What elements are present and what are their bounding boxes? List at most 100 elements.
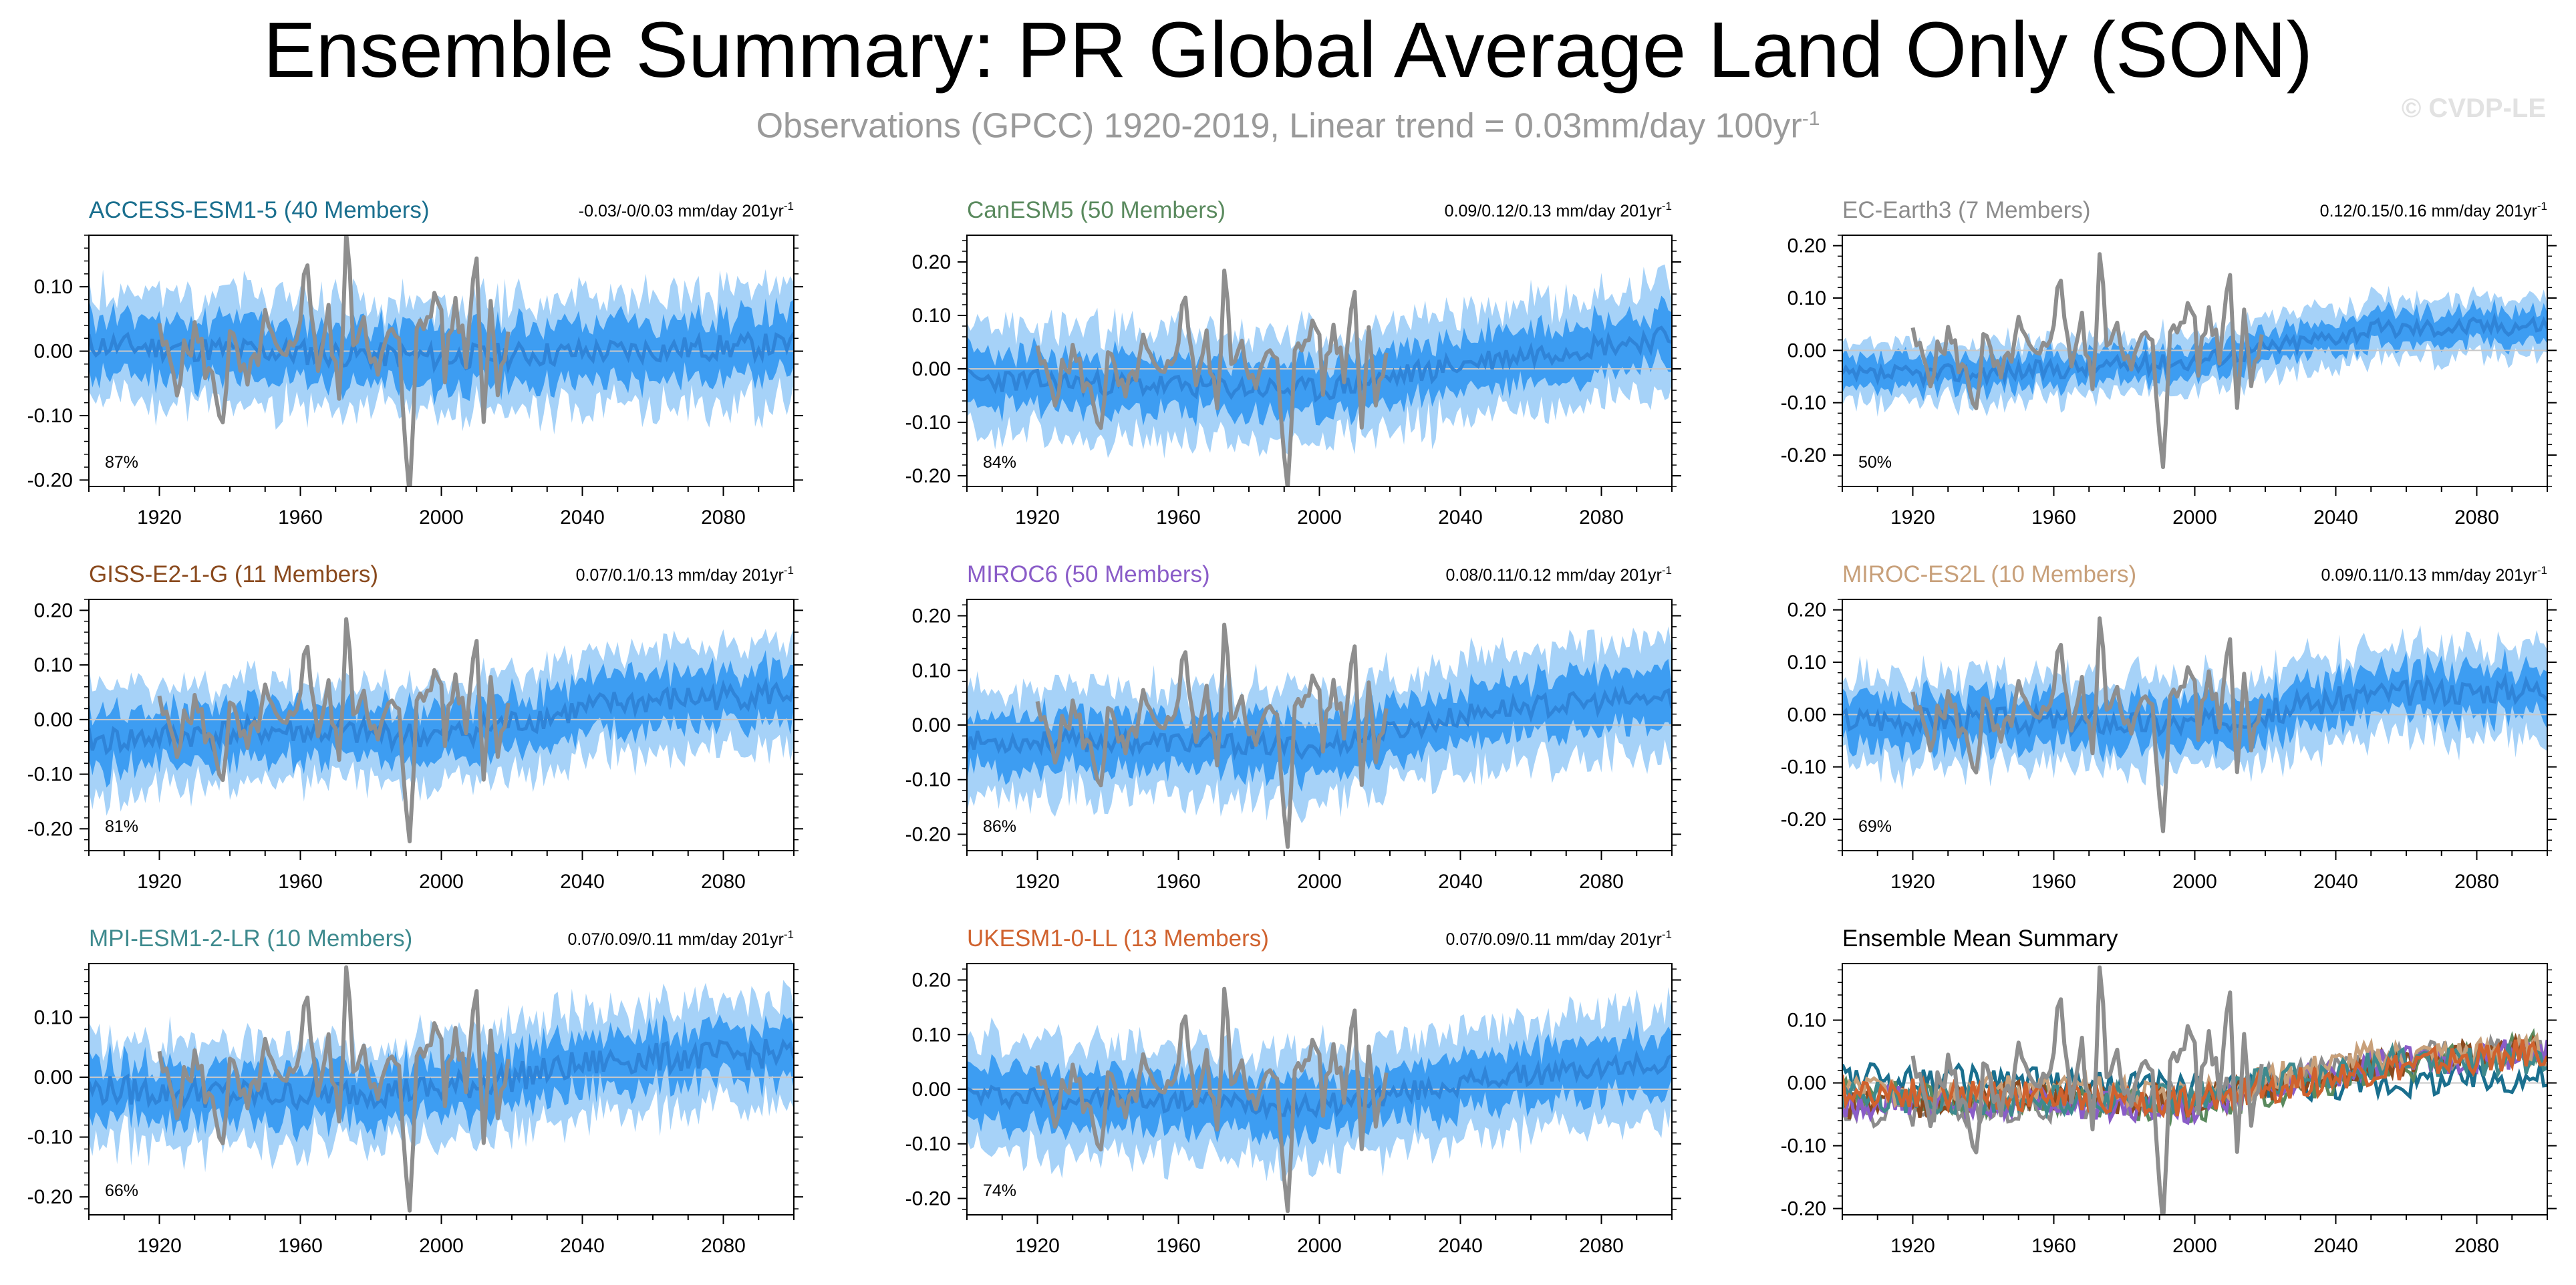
x-tick-label: 2080 xyxy=(701,1235,746,1257)
panel-giss-e2-1-g: -0.20 -0.10 0.00 0.10 0.20 1920 1960 2000 2040 20… xyxy=(27,561,803,893)
x-tick-label: 1960 xyxy=(278,507,323,529)
y-tick-label: -0.20 xyxy=(905,465,951,487)
panel-plot-area xyxy=(967,622,1672,849)
panel-plot-area xyxy=(1842,252,2547,469)
observations-line xyxy=(1035,268,1389,486)
x-tick-label: 1920 xyxy=(1015,507,1060,529)
panel-miroc-es2l: -0.20 -0.10 0.00 0.10 0.20 1920 1960 2000 2040 20… xyxy=(1781,561,2557,893)
panel-ensemble-mean-summary: -0.20 -0.10 0.00 0.10 1920 1960 2000 2040 2080 En… xyxy=(1781,925,2557,1257)
y-tick-label: -0.10 xyxy=(1781,756,1826,778)
x-tick-label: 2080 xyxy=(2454,871,2499,893)
y-tick-label: 0.20 xyxy=(912,251,951,273)
x-tick-label: 1920 xyxy=(1890,1235,1935,1257)
panel-trend: 0.12/0.15/0.16 mm/day 201yr-1 xyxy=(2320,200,2547,221)
x-tick-label: 2000 xyxy=(1297,1235,1342,1257)
x-tick-label: 1920 xyxy=(1890,871,1935,893)
panel-trend: 0.07/0.09/0.11 mm/day 201yr-1 xyxy=(568,928,794,949)
panel-trend: 0.07/0.09/0.11 mm/day 201yr-1 xyxy=(1446,928,1672,949)
x-tick-label: 2080 xyxy=(2454,507,2499,529)
panel-trend-exponent: -1 xyxy=(1662,200,1672,212)
x-tick-label: 2040 xyxy=(560,871,605,893)
panel-plot-area xyxy=(89,235,794,486)
panel-plot-area xyxy=(89,965,794,1213)
panel-trend-exponent: -1 xyxy=(2537,200,2547,212)
y-tick-label: -0.10 xyxy=(1781,1135,1826,1157)
y-tick-label: 0.10 xyxy=(34,276,73,298)
y-tick-label: -0.20 xyxy=(1781,444,1826,466)
panel-title: MIROC6 (50 Members) xyxy=(967,561,1210,587)
panel-trend: -0.03/-0/0.03 mm/day 201yr-1 xyxy=(579,200,794,221)
x-tick-label: 2080 xyxy=(701,871,746,893)
observations-line xyxy=(157,617,511,844)
panel-title: MPI-ESM1-2-LR (10 Members) xyxy=(89,925,412,952)
x-tick-label: 2080 xyxy=(701,507,746,529)
y-tick-label: 0.10 xyxy=(1787,652,1826,674)
x-tick-label: 1920 xyxy=(1015,871,1060,893)
panel-trend-exponent: -1 xyxy=(1662,928,1672,941)
panel-trend: 0.08/0.11/0.12 mm/day 201yr-1 xyxy=(1446,564,1672,585)
y-tick-label: 0.20 xyxy=(34,599,73,621)
y-tick-label: 0.00 xyxy=(34,1066,73,1089)
y-tick-label: 0.10 xyxy=(34,1007,73,1029)
panel-trend-exponent: -1 xyxy=(784,928,794,941)
x-tick-label: 1920 xyxy=(137,871,182,893)
y-tick-label: -0.10 xyxy=(905,412,951,434)
x-tick-label: 2040 xyxy=(560,1235,605,1257)
x-tick-label: 2000 xyxy=(2172,507,2217,529)
y-tick-label: 0.00 xyxy=(912,1079,951,1101)
x-tick-label: 2080 xyxy=(1579,871,1624,893)
figure-subtitle: Observations (GPCC) 1920-2019, Linear tr… xyxy=(0,99,2576,146)
x-tick-label: 1960 xyxy=(1156,1235,1201,1257)
panel-percent: 81% xyxy=(105,817,138,836)
panel-percent: 87% xyxy=(105,453,138,472)
y-tick-label: 0.00 xyxy=(1787,1073,1826,1095)
panel-plot-area xyxy=(89,617,794,844)
y-tick-label: -0.20 xyxy=(27,818,73,840)
panel-percent: 66% xyxy=(105,1181,138,1200)
ensemble-mean-line-ukesm1-0-ll xyxy=(1842,1039,2547,1119)
y-tick-label: 0.10 xyxy=(912,660,951,682)
x-tick-label: 2040 xyxy=(2313,871,2358,893)
ensemble-mean-line xyxy=(1842,312,2547,389)
panel-title: ACCESS-ESM1-5 (40 Members) xyxy=(89,197,430,223)
y-tick-label: 0.10 xyxy=(34,654,73,676)
x-tick-label: 1920 xyxy=(1015,1235,1060,1257)
x-tick-label: 2000 xyxy=(419,871,464,893)
x-tick-label: 2000 xyxy=(1297,507,1342,529)
panel-title: EC-Earth3 (7 Members) xyxy=(1842,197,2090,223)
observations-line xyxy=(1910,965,2264,1215)
x-tick-label: 2080 xyxy=(1579,507,1624,529)
x-tick-label: 1960 xyxy=(1156,507,1201,529)
panel-trend-exponent: -1 xyxy=(784,564,794,577)
observations-line xyxy=(1035,986,1389,1213)
panel-ec-earth3: -0.20 -0.10 0.00 0.10 0.20 1920 1960 2000 2040 20… xyxy=(1781,197,2557,529)
x-tick-label: 1920 xyxy=(137,1235,182,1257)
panel-percent: 50% xyxy=(1858,453,1892,472)
panel-mpi-esm1-2-lr: -0.20 -0.10 0.00 0.10 1920 1960 2000 2040 2080 MP… xyxy=(27,925,803,1257)
y-tick-label: 0.00 xyxy=(912,358,951,380)
ensemble-mean-line xyxy=(1842,672,2547,738)
panel-trend: 0.09/0.11/0.13 mm/day 201yr-1 xyxy=(2321,564,2547,585)
panel-trend: 0.09/0.12/0.13 mm/day 201yr-1 xyxy=(1445,200,1672,221)
observations-line xyxy=(1910,616,2264,833)
panel-percent: 86% xyxy=(983,817,1016,836)
x-tick-label: 2080 xyxy=(1579,1235,1624,1257)
x-tick-label: 2040 xyxy=(1438,871,1483,893)
y-tick-label: 0.00 xyxy=(1787,339,1826,362)
x-tick-label: 2000 xyxy=(1297,871,1342,893)
ensemble-mean-line xyxy=(89,677,794,756)
x-tick-label: 2080 xyxy=(2454,1235,2499,1257)
y-tick-label: 0.00 xyxy=(1787,704,1826,726)
y-tick-label: 0.10 xyxy=(912,1024,951,1046)
figure-title: Ensemble Summary: PR Global Average Land… xyxy=(263,6,2313,94)
x-tick-label: 2040 xyxy=(560,507,605,529)
y-tick-label: 0.20 xyxy=(912,970,951,992)
credit-watermark: © CVDP-LE xyxy=(2401,94,2546,123)
panel-title: Ensemble Mean Summary xyxy=(1842,925,2118,952)
y-tick-label: 0.00 xyxy=(34,341,73,363)
panel-title: UKESM1-0-LL (13 Members) xyxy=(967,925,1269,952)
y-tick-label: -0.20 xyxy=(27,469,73,491)
y-tick-label: -0.10 xyxy=(905,1133,951,1155)
y-tick-label: -0.20 xyxy=(905,823,951,845)
